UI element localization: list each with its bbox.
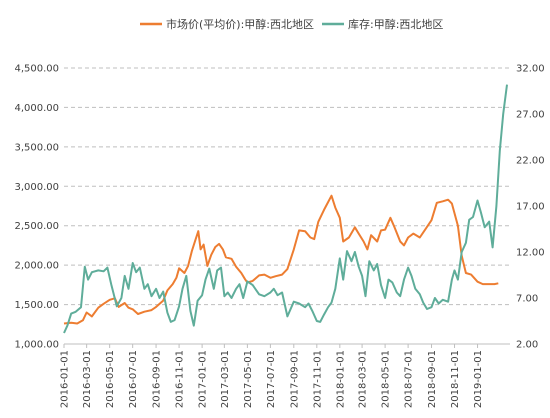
x-tick-label: 2016-11-01 xyxy=(175,350,186,408)
x-tick-label: 2016-09-01 xyxy=(152,350,163,408)
left-y-tick-label: 2,000.00 xyxy=(14,261,59,272)
legend-label: 市场价(平均价):甲醇:西北地区 xyxy=(166,17,314,31)
x-tick-label: 2018-11-01 xyxy=(450,350,461,408)
right-y-tick-label: 22.00 xyxy=(516,156,545,167)
x-tick-label: 2019-01-01 xyxy=(473,350,484,408)
right-y-tick-label: 17.00 xyxy=(516,202,545,213)
right-y-tick-label: 32.00 xyxy=(516,64,545,75)
left-y-tick-label: 1,000.00 xyxy=(14,340,59,351)
x-tick-label: 2018-07-01 xyxy=(404,350,415,408)
series-line-inventory xyxy=(63,84,508,334)
grid-lines xyxy=(64,67,510,345)
x-tick-label: 2017-03-01 xyxy=(220,350,231,408)
left-y-tick-label: 3,500.00 xyxy=(14,142,59,153)
right-y-axis: 2.00 7.00 12.00 17.00 22.00 27.00 32.00 xyxy=(516,64,545,351)
left-y-tick-label: 2,500.00 xyxy=(14,221,59,232)
x-tick-label: 2018-09-01 xyxy=(427,350,438,408)
x-tick-label: 2018-05-01 xyxy=(381,350,392,408)
left-y-tick-label: 4,500.00 xyxy=(14,64,59,75)
x-tick-label: 2017-11-01 xyxy=(312,350,323,408)
x-tick-label: 2016-05-01 xyxy=(105,350,116,408)
left-y-axis: 1,000.00 1,500.00 2,000.00 2,500.00 3,000.00… xyxy=(14,64,59,351)
x-tick-label: 2017-07-01 xyxy=(266,350,277,408)
x-tick-label: 2017-01-01 xyxy=(198,350,209,408)
left-y-tick-label: 1,500.00 xyxy=(14,300,59,311)
right-y-tick-label: 7.00 xyxy=(516,294,538,305)
legend: 市场价(平均价):甲醇:西北地区 库存:甲醇:西北地区 xyxy=(140,17,443,31)
series-layer xyxy=(63,84,508,334)
right-y-tick-label: 2.00 xyxy=(516,340,538,351)
x-tick-label: 2016-07-01 xyxy=(128,350,139,408)
left-y-tick-label: 3,000.00 xyxy=(14,182,59,193)
series-line-market-price xyxy=(63,194,499,325)
x-tick-label: 2018-01-01 xyxy=(335,350,346,408)
x-tick-label: 2017-05-01 xyxy=(243,350,254,408)
x-axis: 2016-01-01 2016-03-01 2016-05-01 2016-07-01… xyxy=(60,344,484,408)
right-y-tick-label: 27.00 xyxy=(516,110,545,121)
x-tick-label: 2016-03-01 xyxy=(82,350,93,408)
legend-label: 库存:甲醇:西北地区 xyxy=(348,17,443,31)
right-y-tick-label: 12.00 xyxy=(516,248,545,259)
x-tick-label: 2017-09-01 xyxy=(289,350,300,408)
x-tick-label: 2018-03-01 xyxy=(358,350,369,408)
left-y-tick-label: 4,000.00 xyxy=(14,103,59,114)
x-tick-label: 2016-01-01 xyxy=(60,350,71,408)
